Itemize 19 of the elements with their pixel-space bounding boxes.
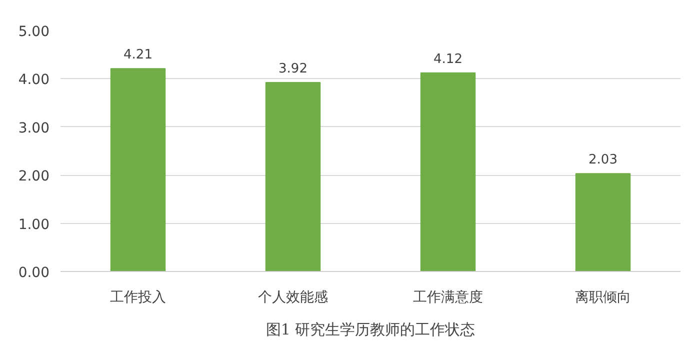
data-label: 4.12 (434, 52, 462, 67)
y-tick-label: 4.00 (18, 72, 50, 88)
y-tick-label: 5.00 (18, 24, 50, 40)
y-tick-label: 3.00 (18, 120, 50, 136)
y-tick-label: 2.00 (18, 168, 50, 185)
y-tick-label: 0.00 (18, 265, 50, 281)
x-tick-label: 工作满意度 (413, 290, 483, 306)
x-tick-label: 离职倾向 (575, 290, 631, 306)
bar (420, 72, 476, 272)
data-label: 3.92 (278, 62, 308, 77)
bar (265, 82, 321, 272)
data-label: 2.03 (588, 152, 618, 168)
bar (110, 68, 166, 272)
data-label: 4.21 (124, 48, 152, 63)
y-tick-label: 1.00 (18, 216, 50, 233)
x-tick-label: 工作投入 (110, 290, 166, 306)
x-tick-label: 个人效能感 (258, 290, 328, 306)
bar (575, 173, 631, 272)
text: 图1 研究生学历教师的工作状态 (266, 320, 476, 338)
